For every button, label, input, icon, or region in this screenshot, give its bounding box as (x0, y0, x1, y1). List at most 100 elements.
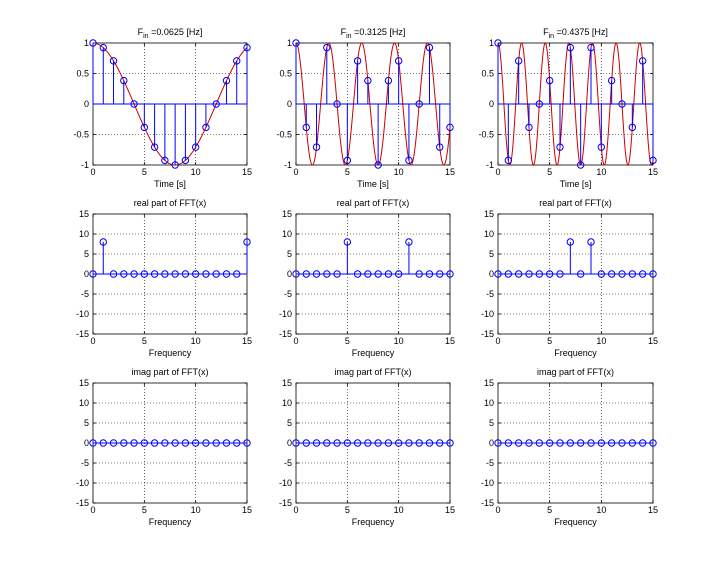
stem-marker (161, 156, 169, 165)
subplot-8: 0 5 10 15 -15 -10 -5 0 5 10 15 imag part of FFT(x) F… (279, 367, 455, 527)
continuous-signal-curve (497, 42, 654, 166)
y-tick-label: -15 (481, 498, 494, 508)
x-tick-label: 5 (345, 336, 350, 346)
x-tick-label: 10 (394, 505, 404, 515)
stem-marker (494, 439, 502, 447)
y-tick-label: 5 (489, 249, 494, 259)
stem-marker (545, 270, 554, 278)
y-tick-label: 15 (79, 378, 89, 388)
x-tick-label: 10 (191, 167, 201, 177)
x-axis-label: Time [s] (357, 179, 389, 189)
y-tick-label: -1 (81, 160, 89, 170)
x-tick-label: 0 (90, 505, 95, 515)
y-tick-label: 5 (84, 418, 89, 428)
stem-marker (140, 270, 149, 278)
stem-marker (99, 439, 107, 447)
subplot-title: real part of FFT(x) (337, 198, 410, 208)
x-tick-label: 5 (142, 167, 147, 177)
y-tick-label: 15 (282, 378, 292, 388)
y-tick-label: 0.5 (279, 69, 292, 79)
stem-marker (323, 439, 331, 447)
y-tick-label: 15 (484, 209, 494, 219)
subplot-title: Fin =0.4375 [Hz] (543, 27, 608, 40)
subplot-3: 0 5 10 15 -1 -0.5 0 0.5 1 Fin =0.4375 [Hz] Time [s… (478, 27, 658, 189)
subplot-title: Fin =0.0625 [Hz] (138, 27, 203, 40)
stem-marker (233, 57, 241, 65)
stem-marker (181, 439, 190, 447)
stem-marker (181, 156, 190, 165)
stem-marker (504, 156, 513, 165)
stem-marker (191, 439, 200, 447)
stem-marker (566, 439, 575, 447)
stem-marker (353, 57, 362, 65)
y-tick-label: -5 (486, 289, 494, 299)
stem-marker (638, 270, 647, 278)
y-tick-label: -1 (486, 160, 494, 170)
y-tick-label: -15 (279, 498, 292, 508)
subplot-title: Fin =0.3125 [Hz] (341, 27, 406, 40)
stem-marker (120, 76, 128, 85)
x-tick-label: 0 (90, 336, 95, 346)
stem-marker (415, 270, 423, 278)
stem-marker (607, 76, 616, 85)
stem-marker (161, 439, 169, 447)
stem-marker (109, 57, 118, 65)
y-tick-label: 0.5 (76, 69, 89, 79)
stem-marker (343, 156, 352, 165)
y-tick-label: 5 (489, 418, 494, 428)
stem-marker (415, 439, 423, 447)
stem-marker (607, 270, 616, 278)
x-tick-label: 5 (547, 336, 552, 346)
stem-marker (587, 43, 595, 52)
stem-marker (222, 270, 231, 278)
y-tick-label: 5 (287, 249, 292, 259)
y-tick-label: 10 (484, 398, 494, 408)
stem-marker (161, 270, 169, 278)
x-tick-label: 10 (596, 336, 606, 346)
stem-marker (556, 143, 564, 151)
x-axis-label: Frequency (352, 348, 395, 358)
y-tick-label: -1 (284, 160, 292, 170)
y-tick-label: -10 (76, 478, 89, 488)
stem-marker (150, 439, 159, 447)
y-tick-label: 1 (287, 38, 292, 48)
y-tick-label: -10 (279, 309, 292, 319)
x-tick-label: 5 (345, 505, 350, 515)
stem-marker (233, 439, 241, 447)
stem-marker (364, 439, 372, 447)
stem-marker (374, 270, 382, 278)
stem-marker (649, 439, 657, 447)
y-tick-label: -5 (284, 458, 292, 468)
stem-marker (364, 76, 372, 85)
stem-marker (302, 270, 310, 278)
x-tick-label: 10 (394, 167, 404, 177)
stem-marker (89, 39, 97, 47)
y-tick-label: 10 (79, 229, 89, 239)
stem-marker (405, 439, 413, 447)
subplot-4: 0 5 10 15 -15 -10 -5 0 5 10 15 real part of FFT(x) F… (76, 198, 252, 358)
stem-marker (302, 439, 310, 447)
y-tick-label: 0 (489, 269, 494, 279)
stem-marker (333, 100, 341, 108)
subplot-title: imag part of FFT(x) (537, 367, 614, 377)
subplot-7: 0 5 10 15 -15 -10 -5 0 5 10 15 imag part of FFT(x) F… (76, 367, 252, 527)
x-tick-label: 15 (648, 505, 658, 515)
subplot-title: imag part of FFT(x) (131, 367, 208, 377)
x-tick-label: 10 (191, 336, 201, 346)
stem-marker (514, 439, 523, 447)
subplot-title: imag part of FFT(x) (334, 367, 411, 377)
stem-marker (202, 123, 210, 132)
x-tick-label: 0 (495, 167, 500, 177)
x-tick-label: 15 (648, 336, 658, 346)
subplot-5: 0 5 10 15 -15 -10 -5 0 5 10 15 real part of FFT(x) F… (279, 198, 455, 358)
y-tick-label: -10 (481, 478, 494, 488)
stem-marker (212, 100, 220, 108)
stem-marker (292, 439, 300, 447)
stem-marker (333, 270, 341, 278)
stem-marker (191, 143, 200, 151)
stem-marker (446, 439, 454, 447)
stem-marker (576, 161, 585, 169)
stem-marker (525, 439, 533, 447)
stem-marker (628, 123, 637, 132)
